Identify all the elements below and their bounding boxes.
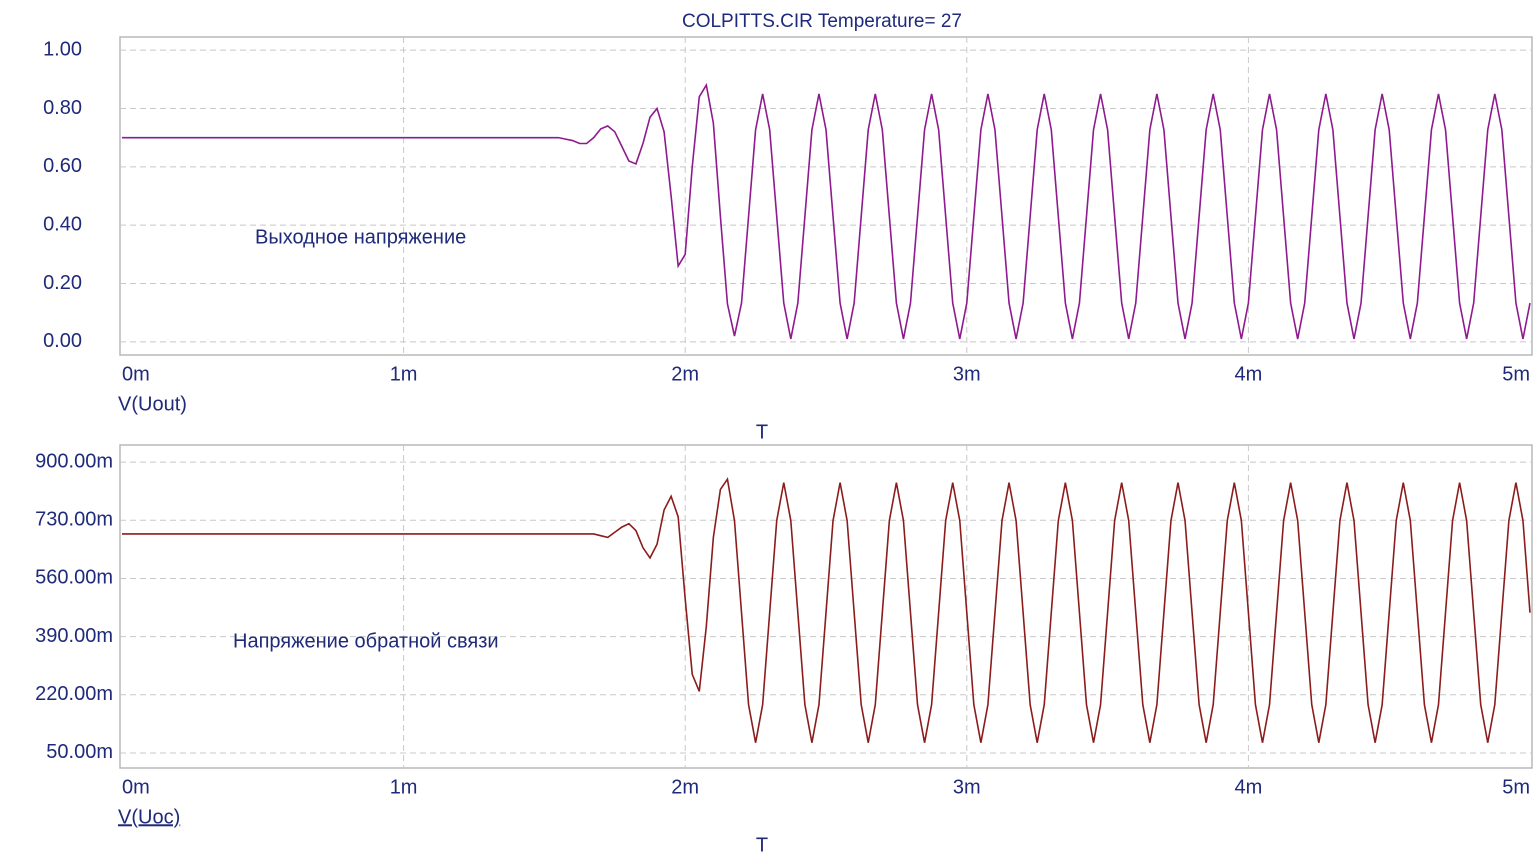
x-tick-label: 1m: [390, 776, 418, 798]
series-line: [122, 82, 1531, 340]
y-tick-label: 50.00m: [46, 741, 113, 763]
x-tick-label: 3m: [953, 776, 981, 798]
y-tick-label: 730.00m: [35, 509, 113, 531]
y-tick-label: 390.00m: [35, 625, 113, 647]
annotation: Выходное напряжение: [255, 226, 466, 248]
x-tick-label: 5m: [1502, 363, 1530, 385]
y-tick-label: 1.00: [43, 38, 82, 60]
y-tick-label: 900.00m: [35, 450, 113, 472]
x-tick-label: 4m: [1235, 776, 1263, 798]
plot-frame: [119, 36, 1533, 356]
annotation: Напряжение обратной связи: [233, 630, 499, 652]
y-tick-label: 0.60: [43, 155, 82, 177]
series-line: [122, 477, 1531, 743]
x-tick-label: 2m: [671, 776, 699, 798]
x-axis-label: T: [756, 421, 768, 443]
x-axis-label: T: [756, 834, 768, 852]
y-tick-label: 0.40: [43, 213, 82, 235]
x-tick-label: 0m: [122, 363, 150, 385]
x-tick-label: 3m: [953, 363, 981, 385]
plot-frame: [119, 444, 1533, 769]
x-tick-label: 4m: [1235, 363, 1263, 385]
legend-label: V(Uout): [118, 393, 187, 415]
chart-title: COLPITTS.CIR Temperature= 27: [682, 11, 962, 32]
x-tick-label: 2m: [671, 363, 699, 385]
x-tick-label: 0m: [122, 776, 150, 798]
y-tick-label: 560.00m: [35, 567, 113, 589]
y-tick-label: 220.00m: [35, 683, 113, 705]
x-tick-label: 1m: [390, 363, 418, 385]
y-tick-label: 0.00: [43, 330, 82, 352]
legend-label: V(Uoc): [118, 806, 180, 828]
x-tick-label: 5m: [1502, 776, 1530, 798]
y-tick-label: 0.20: [43, 272, 82, 294]
y-tick-label: 0.80: [43, 97, 82, 119]
